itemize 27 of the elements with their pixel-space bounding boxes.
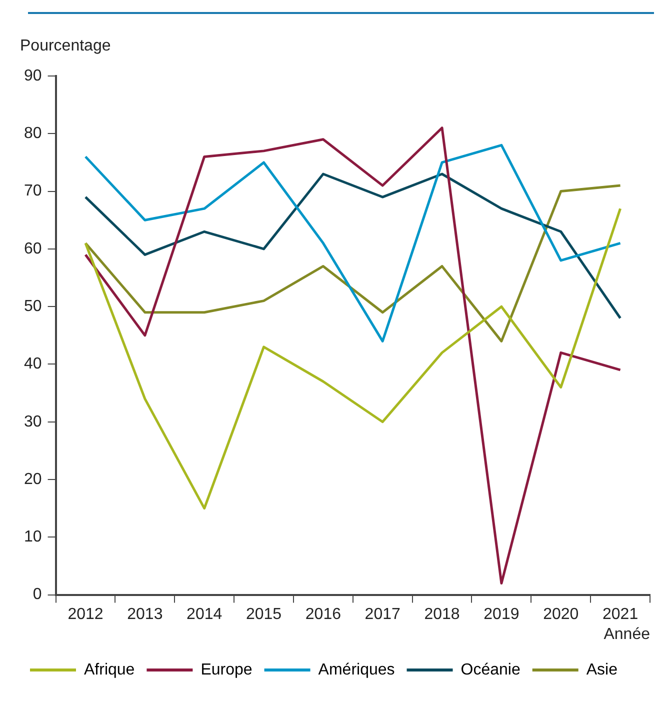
x-tick-label: 2016 xyxy=(305,606,342,623)
y-tick-label: 90 xyxy=(24,67,42,84)
legend-label: Europe xyxy=(200,661,252,678)
y-tick-label: 50 xyxy=(24,298,42,315)
y-tick-label: 60 xyxy=(24,240,42,258)
legend-label: Afrique xyxy=(84,661,135,678)
y-tick-label: 0 xyxy=(32,586,42,604)
y-tick-label: 40 xyxy=(24,356,42,373)
x-axis-title: Année xyxy=(604,626,650,644)
legend-label: Amériques xyxy=(318,661,395,678)
x-tick-label: 2020 xyxy=(543,606,579,623)
x-tick-label: 2015 xyxy=(246,606,282,623)
x-tick-label: 2021 xyxy=(602,606,638,623)
y-axis-title: Pourcentage xyxy=(20,37,111,54)
x-tick-label: 2017 xyxy=(364,606,401,623)
y-tick-label: 70 xyxy=(24,182,42,200)
x-tick-label: 2014 xyxy=(186,606,222,623)
x-tick-label: 2019 xyxy=(484,606,520,623)
y-tick-label: 80 xyxy=(24,125,42,142)
legend-label: Asie xyxy=(586,661,618,678)
y-tick-label: 10 xyxy=(24,528,42,546)
y-tick-label: 30 xyxy=(24,413,42,430)
x-tick-label: 2013 xyxy=(127,606,163,623)
x-tick-label: 2012 xyxy=(68,606,104,623)
y-tick-label: 20 xyxy=(24,470,42,488)
legend-label: Océanie xyxy=(460,661,520,678)
x-tick-label: 2018 xyxy=(424,606,460,623)
